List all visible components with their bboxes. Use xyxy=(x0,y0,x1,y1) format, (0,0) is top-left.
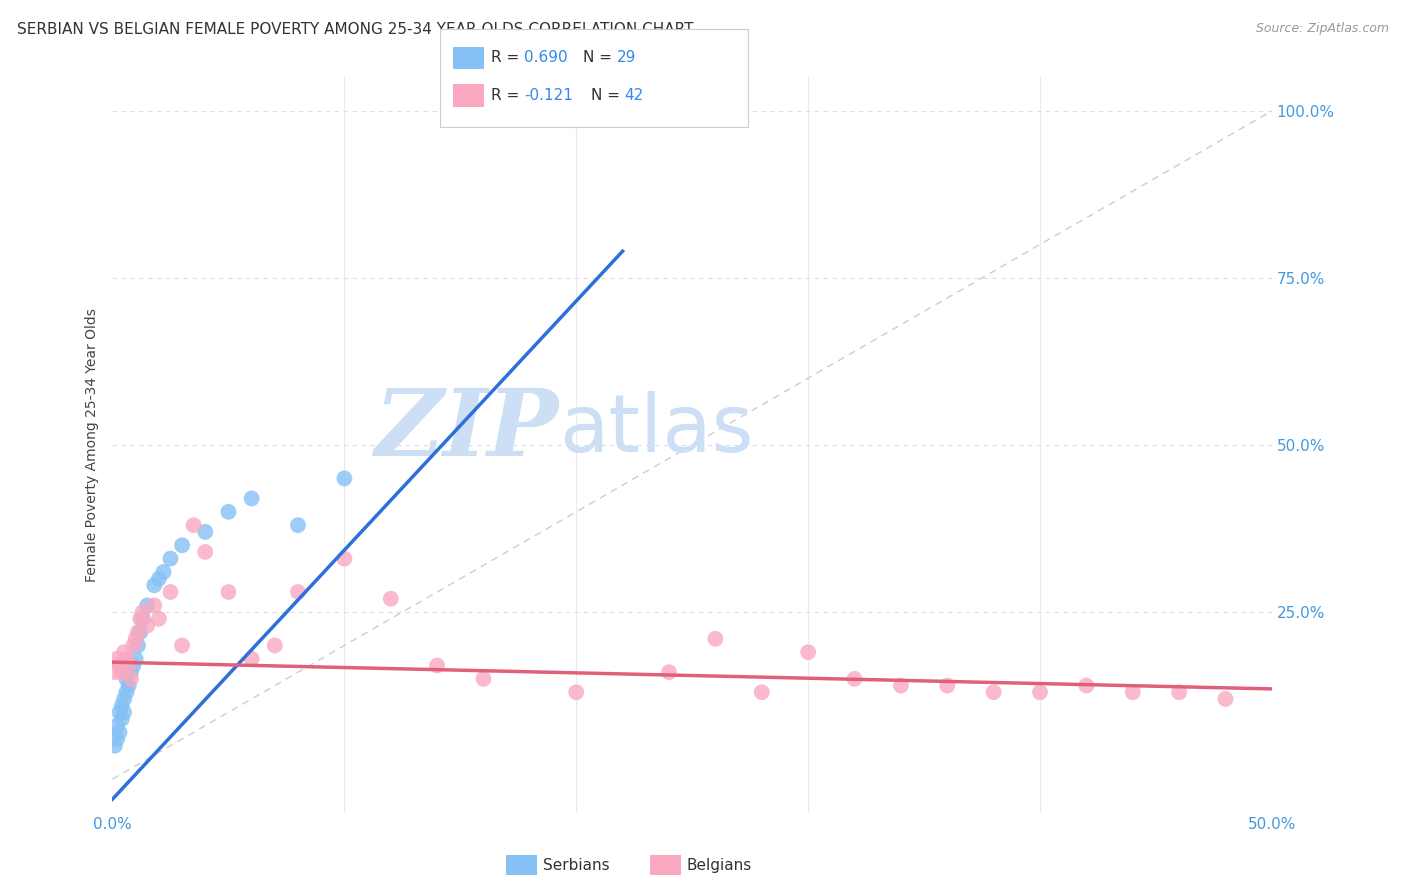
Point xyxy=(380,591,402,606)
Point xyxy=(844,672,866,686)
Point xyxy=(136,618,159,632)
Text: N =: N = xyxy=(583,51,617,65)
Point xyxy=(129,625,152,640)
Y-axis label: Female Poverty Among 25-34 Year Olds: Female Poverty Among 25-34 Year Olds xyxy=(86,308,100,582)
Point xyxy=(194,545,217,559)
Text: Source: ZipAtlas.com: Source: ZipAtlas.com xyxy=(1256,22,1389,36)
Text: R =: R = xyxy=(491,88,524,103)
Point xyxy=(240,652,263,666)
Point xyxy=(122,658,145,673)
Point xyxy=(263,639,285,653)
Point xyxy=(472,672,495,686)
Point xyxy=(170,639,193,653)
Point xyxy=(152,565,174,579)
Point xyxy=(217,505,239,519)
Text: R =: R = xyxy=(491,51,524,65)
Point xyxy=(136,599,159,613)
Point xyxy=(111,698,134,713)
Text: N =: N = xyxy=(591,88,624,103)
Point xyxy=(217,585,239,599)
Point xyxy=(105,719,128,733)
Point xyxy=(131,612,153,626)
Point xyxy=(108,725,131,739)
Point xyxy=(1215,692,1237,706)
Point xyxy=(159,585,181,599)
Point xyxy=(170,538,193,552)
Point xyxy=(111,712,134,726)
Point xyxy=(127,625,149,640)
Point xyxy=(120,672,142,686)
Point xyxy=(333,471,356,485)
Point xyxy=(1122,685,1144,699)
Point xyxy=(120,665,142,680)
Point xyxy=(115,672,138,686)
Point xyxy=(983,685,1005,699)
Text: ZIP: ZIP xyxy=(374,385,558,475)
Point xyxy=(112,692,135,706)
Point xyxy=(108,658,131,673)
Point xyxy=(108,706,131,720)
Point xyxy=(194,524,217,539)
Text: atlas: atlas xyxy=(558,392,754,469)
Point xyxy=(112,645,135,659)
Point xyxy=(111,665,134,680)
Text: 0.690: 0.690 xyxy=(524,51,568,65)
Point xyxy=(751,685,773,699)
Point xyxy=(1076,679,1098,693)
Text: 29: 29 xyxy=(617,51,637,65)
Point xyxy=(105,652,128,666)
Point xyxy=(143,578,166,592)
Point xyxy=(104,739,127,753)
Point xyxy=(127,639,149,653)
Point xyxy=(125,652,148,666)
Point xyxy=(115,652,138,666)
Point xyxy=(115,685,138,699)
Point xyxy=(890,679,912,693)
Text: SERBIAN VS BELGIAN FEMALE POVERTY AMONG 25-34 YEAR OLDS CORRELATION CHART: SERBIAN VS BELGIAN FEMALE POVERTY AMONG … xyxy=(17,22,693,37)
Point xyxy=(131,605,153,619)
Point xyxy=(240,491,263,506)
Point xyxy=(129,612,152,626)
Point xyxy=(118,658,141,673)
Point xyxy=(122,639,145,653)
Point xyxy=(104,665,127,680)
Point xyxy=(658,665,681,680)
Point xyxy=(797,645,820,659)
Point xyxy=(936,679,959,693)
Point xyxy=(183,518,205,533)
Text: Belgians: Belgians xyxy=(686,858,751,872)
Point xyxy=(704,632,727,646)
Point xyxy=(112,706,135,720)
Point xyxy=(125,632,148,646)
Point xyxy=(333,551,356,566)
Text: -0.121: -0.121 xyxy=(524,88,574,103)
Point xyxy=(426,658,449,673)
Text: 42: 42 xyxy=(624,88,644,103)
Point xyxy=(1029,685,1052,699)
Point xyxy=(1168,685,1191,699)
Point xyxy=(148,572,170,586)
Point xyxy=(159,551,181,566)
Point xyxy=(143,599,166,613)
Point xyxy=(148,612,170,626)
Text: Serbians: Serbians xyxy=(543,858,609,872)
Point xyxy=(287,585,309,599)
Point xyxy=(118,679,141,693)
Point xyxy=(287,518,309,533)
Point xyxy=(565,685,588,699)
Point xyxy=(105,732,128,747)
